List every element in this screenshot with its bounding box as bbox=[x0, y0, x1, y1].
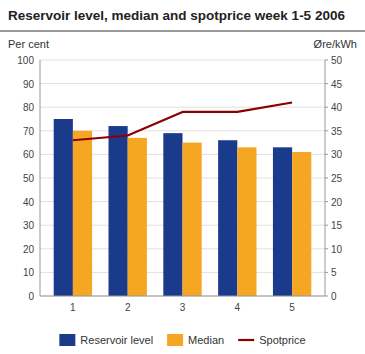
bar bbox=[73, 131, 92, 296]
bar bbox=[163, 133, 182, 296]
chart: Reservoir level, median and spotprice we… bbox=[0, 0, 365, 354]
bar bbox=[183, 143, 202, 296]
y2-tick-label: 5 bbox=[331, 267, 337, 278]
legend-item: Spotprice bbox=[238, 334, 305, 346]
y-axis-label: Per cent bbox=[8, 38, 49, 50]
y-tick-label: 40 bbox=[23, 197, 35, 208]
x-axis bbox=[40, 296, 325, 297]
legend-label: Spotprice bbox=[259, 334, 305, 346]
y-tick-label: 80 bbox=[23, 102, 35, 113]
grid-line bbox=[40, 296, 325, 297]
y-tick-label: 30 bbox=[23, 220, 35, 231]
y2-tick-label: 35 bbox=[331, 126, 343, 137]
legend-label: Median bbox=[188, 334, 224, 346]
legend: Reservoir level Median Spotprice bbox=[59, 334, 305, 346]
y-tick-label: 70 bbox=[23, 126, 35, 137]
y2-axis bbox=[325, 60, 326, 296]
bar bbox=[128, 138, 147, 296]
y2-tick-label: 10 bbox=[331, 244, 343, 255]
y2-tick-label: 15 bbox=[331, 220, 343, 231]
title: Reservoir level, median and spotprice we… bbox=[8, 8, 345, 23]
y2-tick-label: 45 bbox=[331, 79, 343, 90]
title-rule bbox=[0, 31, 365, 32]
y2-tick-label: 50 bbox=[331, 55, 343, 66]
y2-tick-label: 25 bbox=[331, 173, 343, 184]
y-tick-label: 10 bbox=[23, 267, 35, 278]
legend-item: Reservoir level bbox=[59, 334, 153, 346]
legend-swatch bbox=[167, 334, 183, 346]
bar bbox=[273, 147, 292, 296]
y-tick-label: 50 bbox=[23, 173, 35, 184]
y2-tick-label: 0 bbox=[331, 291, 337, 302]
y2-tick-label: 20 bbox=[331, 197, 343, 208]
x-tick-label: 4 bbox=[235, 302, 241, 313]
y-tick-label: 20 bbox=[23, 244, 35, 255]
y-tick-label: 60 bbox=[23, 149, 35, 160]
legend-swatch bbox=[238, 339, 254, 341]
line bbox=[73, 102, 292, 140]
bar bbox=[109, 126, 128, 296]
x-tick-label: 2 bbox=[125, 302, 131, 313]
legend-item: Median bbox=[167, 334, 224, 346]
x-tick-label: 3 bbox=[180, 302, 186, 313]
y-tick-label: 0 bbox=[28, 291, 34, 302]
grid-line bbox=[40, 107, 325, 108]
legend-swatch bbox=[59, 334, 75, 346]
x-tick-label: 1 bbox=[70, 302, 76, 313]
grid-line bbox=[40, 60, 325, 61]
y-axis bbox=[40, 60, 41, 296]
bar bbox=[54, 119, 73, 296]
bar bbox=[237, 147, 256, 296]
grid-line bbox=[40, 83, 325, 84]
x-tick-label: 5 bbox=[289, 302, 295, 313]
bar bbox=[218, 140, 237, 296]
grid bbox=[40, 60, 325, 296]
marks bbox=[54, 102, 312, 296]
y2-tick-label: 30 bbox=[331, 149, 343, 160]
y-tick-label: 90 bbox=[23, 79, 35, 90]
legend-label: Reservoir level bbox=[80, 334, 153, 346]
bar bbox=[292, 152, 311, 296]
y2-axis-label: Øre/kWh bbox=[314, 38, 357, 50]
y-tick-label: 100 bbox=[17, 55, 34, 66]
y2-tick-label: 40 bbox=[331, 102, 343, 113]
